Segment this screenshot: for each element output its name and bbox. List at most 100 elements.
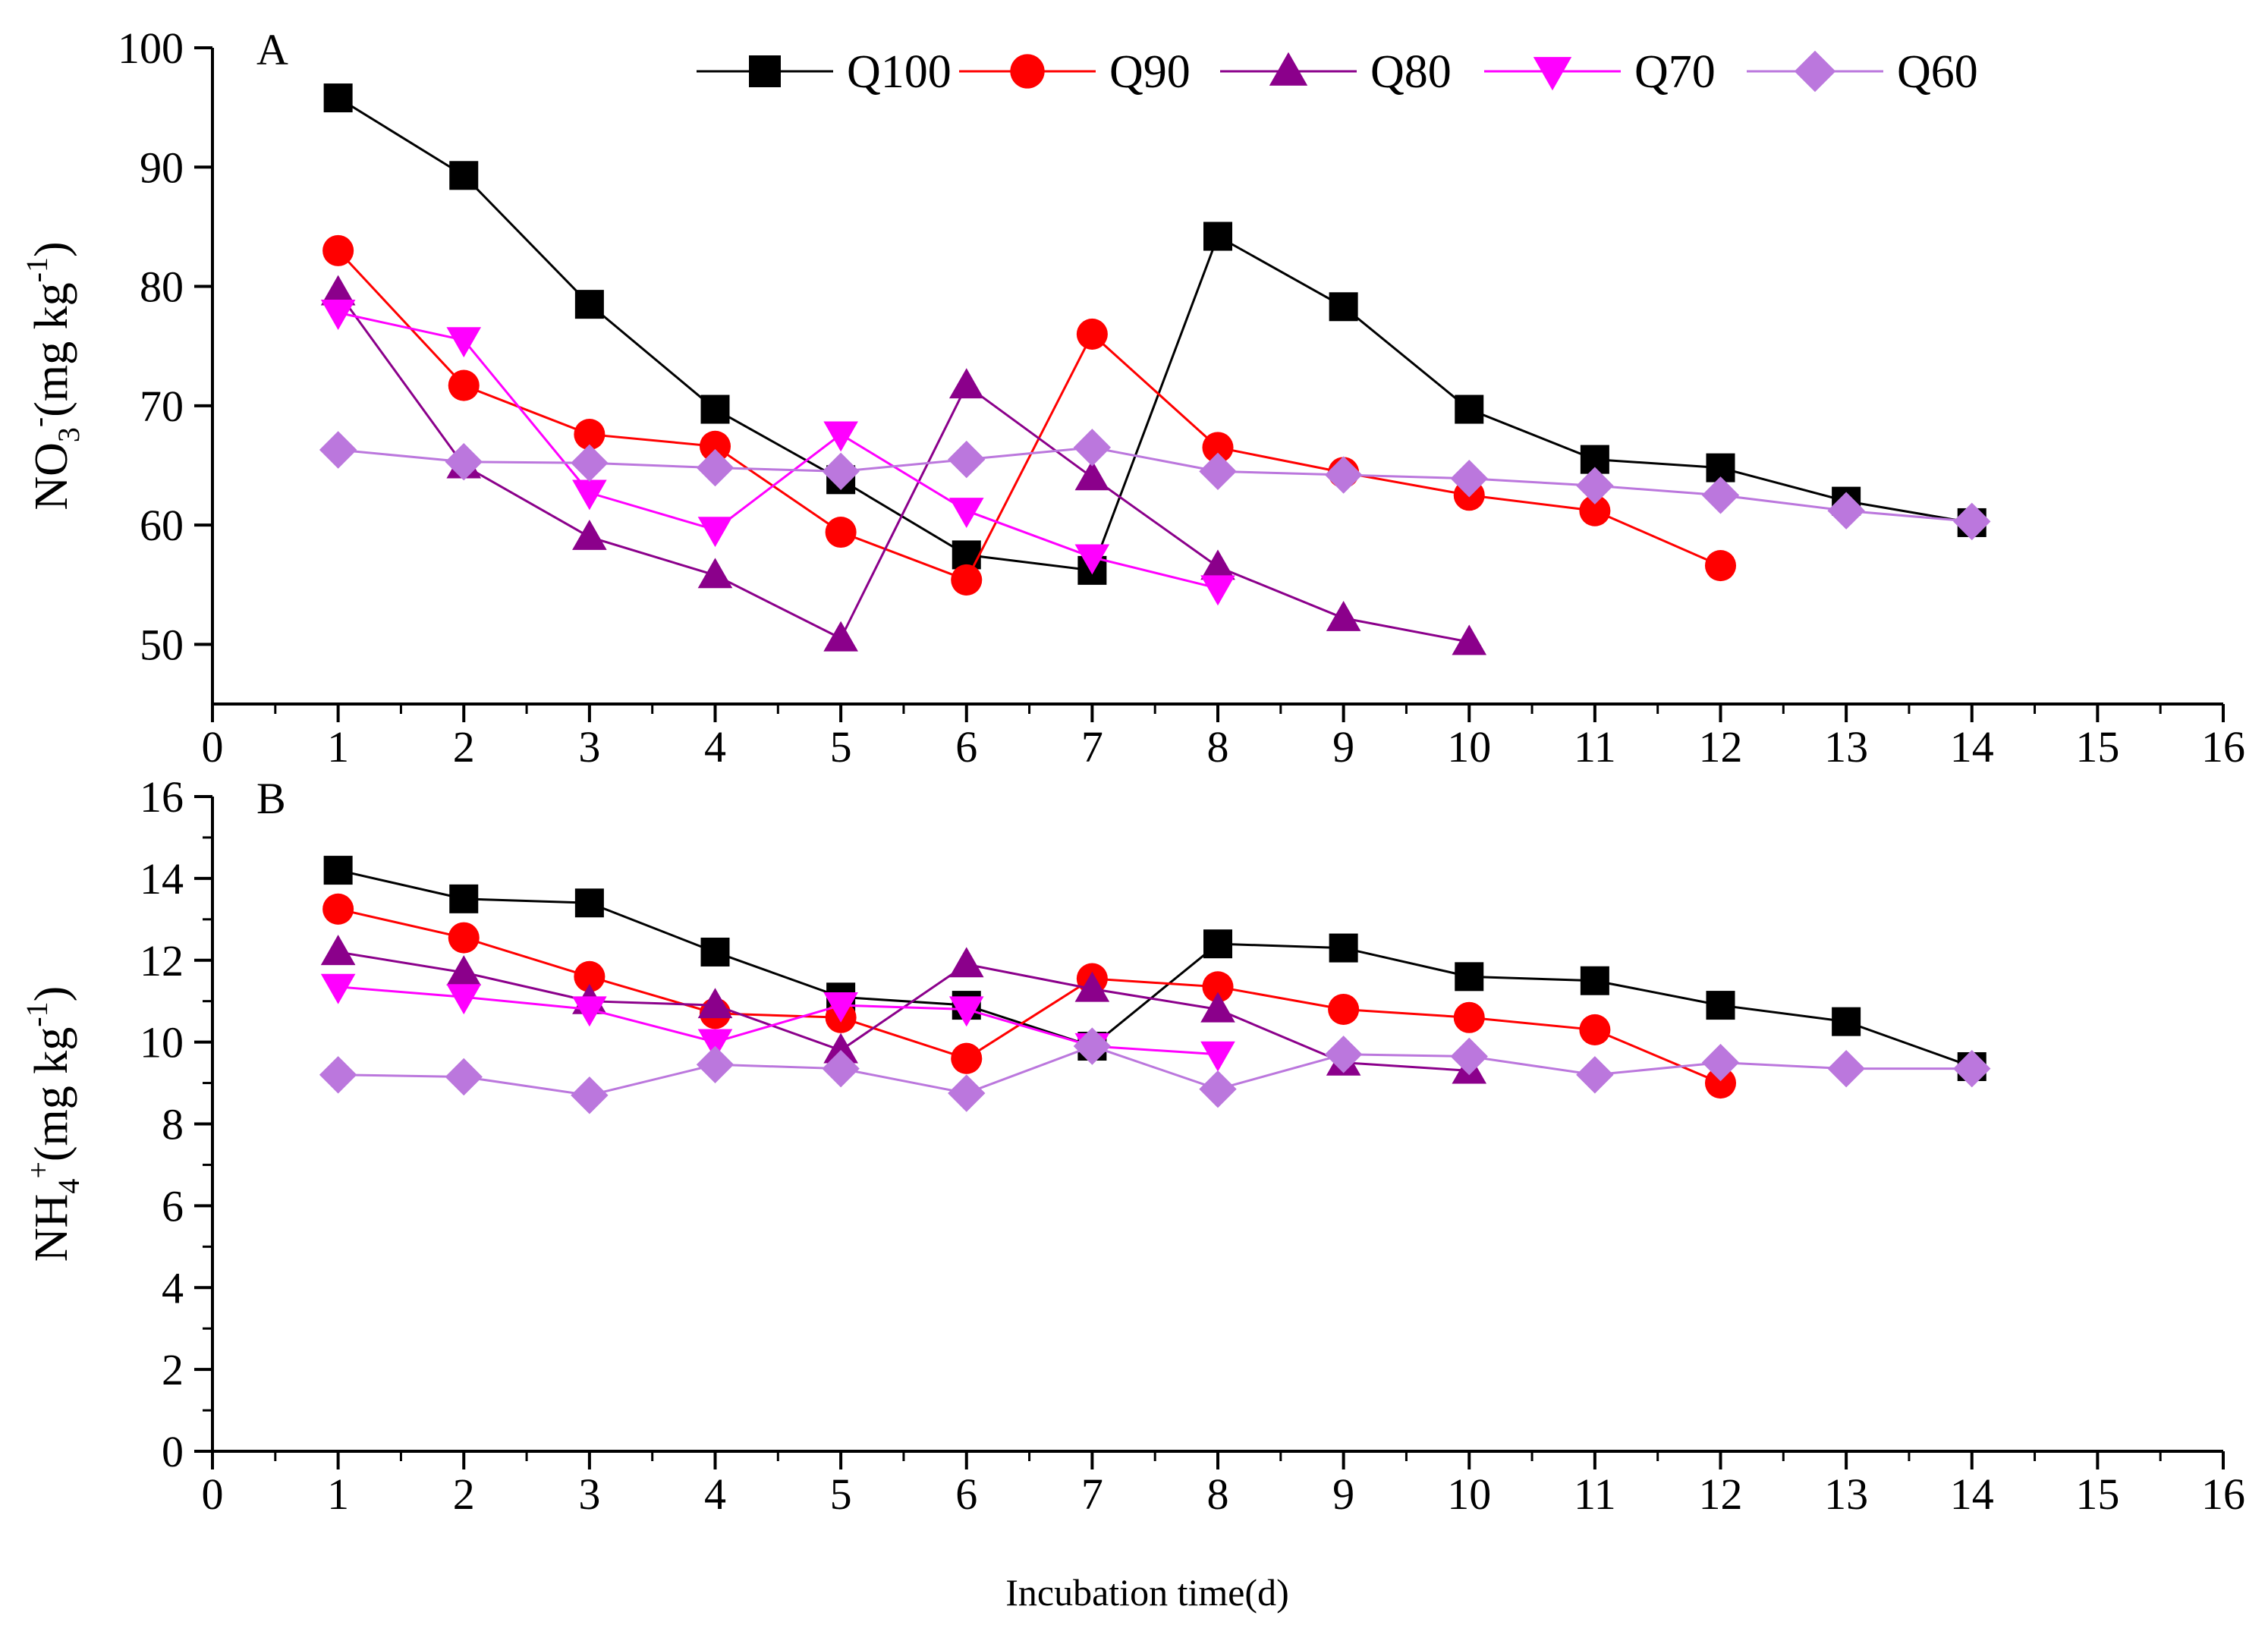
x-tick-label: 4 <box>704 722 726 772</box>
data-point <box>1579 1014 1611 1045</box>
data-point <box>1832 1007 1861 1036</box>
legend-marker <box>1533 57 1572 91</box>
series-line <box>338 1045 1972 1097</box>
data-point <box>1329 292 1358 322</box>
data-point <box>1199 1070 1237 1108</box>
y-axis-title-tail: (mg kg <box>26 282 77 416</box>
x-tick-label: 5 <box>830 1469 852 1519</box>
data-point <box>697 558 733 589</box>
series-q90 <box>322 234 1737 596</box>
data-point <box>948 947 984 978</box>
data-point <box>1203 929 1232 959</box>
legend-entry-q80: Q80 <box>1220 46 1452 98</box>
y-tick-label: 2 <box>162 1345 184 1394</box>
x-tick-label: 15 <box>2075 722 2119 772</box>
x-tick-label: 6 <box>955 1469 977 1519</box>
y-tick-label: 90 <box>140 143 184 192</box>
data-point <box>1827 1049 1865 1088</box>
data-point <box>1953 1049 1991 1088</box>
y-tick-label: 4 <box>162 1263 184 1312</box>
data-point <box>571 1077 609 1114</box>
x-tick-label: 10 <box>1447 1469 1491 1519</box>
data-point <box>572 520 607 550</box>
data-point <box>823 621 858 652</box>
legend-label: Q60 <box>1897 46 1978 98</box>
data-point <box>948 440 986 479</box>
legend-entry-q60: Q60 <box>1747 46 1978 98</box>
x-tick-label: 16 <box>2201 1469 2245 1519</box>
data-point <box>822 452 860 491</box>
series-q90 <box>322 893 1737 1099</box>
data-point <box>322 893 354 925</box>
data-point <box>446 984 482 1015</box>
data-point <box>320 935 356 966</box>
x-tick-label: 16 <box>2201 722 2245 772</box>
y-tick-label: 12 <box>140 936 184 985</box>
data-point <box>1706 991 1735 1020</box>
data-point <box>1074 544 1110 575</box>
data-point <box>1199 452 1237 491</box>
data-point <box>446 327 482 358</box>
x-tick-label: 8 <box>1207 722 1229 772</box>
data-point <box>574 960 606 992</box>
data-point <box>697 1029 733 1060</box>
data-point <box>1076 318 1108 350</box>
data-point <box>700 394 730 424</box>
y-tick-label: 14 <box>140 854 184 904</box>
data-point <box>1329 933 1358 963</box>
y-tick-label: 70 <box>140 382 184 431</box>
data-point <box>1450 1037 1488 1076</box>
y-axis-title-end: ) <box>26 241 77 257</box>
data-point <box>1704 1067 1737 1099</box>
data-point <box>1200 575 1235 606</box>
data-point <box>1453 1001 1485 1033</box>
series-line <box>338 869 1973 1068</box>
panel-label-a: A <box>256 25 288 74</box>
data-point <box>1203 222 1232 251</box>
data-point <box>1074 971 1110 1002</box>
data-point <box>822 1049 860 1088</box>
x-tick-label: 2 <box>453 722 475 772</box>
data-point <box>1073 429 1112 467</box>
x-tick-label: 9 <box>1332 722 1354 772</box>
y-axis-title-b: NH4+(mg kg-1) <box>20 986 86 1262</box>
data-point <box>697 988 733 1019</box>
legend-entry-q90: Q90 <box>959 46 1191 98</box>
data-point <box>1324 456 1363 494</box>
legend: Q100 Q90 Q80 Q70 Q60 <box>697 46 1978 98</box>
data-point <box>1074 460 1110 491</box>
data-point <box>320 275 356 306</box>
data-point <box>445 1058 483 1096</box>
data-point <box>1576 1056 1614 1094</box>
series-line <box>338 446 1972 523</box>
y-axis-title-tail-sup: -1 <box>20 1001 54 1026</box>
data-point <box>445 443 483 481</box>
data-point <box>323 856 353 885</box>
data-point <box>1200 1041 1235 1072</box>
y-tick-label: 6 <box>162 1181 184 1231</box>
y-axis-title-sup: - <box>21 417 55 427</box>
x-tick-label: 3 <box>578 722 600 772</box>
series-line <box>337 250 1722 582</box>
x-tick-label: 9 <box>1332 1469 1354 1519</box>
series-q70 <box>320 300 1235 606</box>
y-axis-title-a: NO3-(mg kg-1) <box>20 241 86 510</box>
data-point <box>448 922 480 954</box>
x-tick-label: 0 <box>202 1469 224 1519</box>
x-tick-label: 3 <box>578 1469 600 1519</box>
y-tick-label: 0 <box>162 1427 184 1476</box>
data-point <box>572 479 607 511</box>
y-axis-title-main: NH <box>26 1194 77 1262</box>
data-point <box>320 973 356 1004</box>
series-line <box>338 951 1470 1072</box>
data-point <box>574 419 606 451</box>
series-line <box>338 311 1219 589</box>
data-point <box>823 992 858 1023</box>
data-point <box>697 517 733 548</box>
data-point <box>319 1056 357 1094</box>
data-point <box>696 448 735 487</box>
x-tick-label: 12 <box>1699 722 1743 772</box>
x-tick-label: 4 <box>704 1469 726 1519</box>
